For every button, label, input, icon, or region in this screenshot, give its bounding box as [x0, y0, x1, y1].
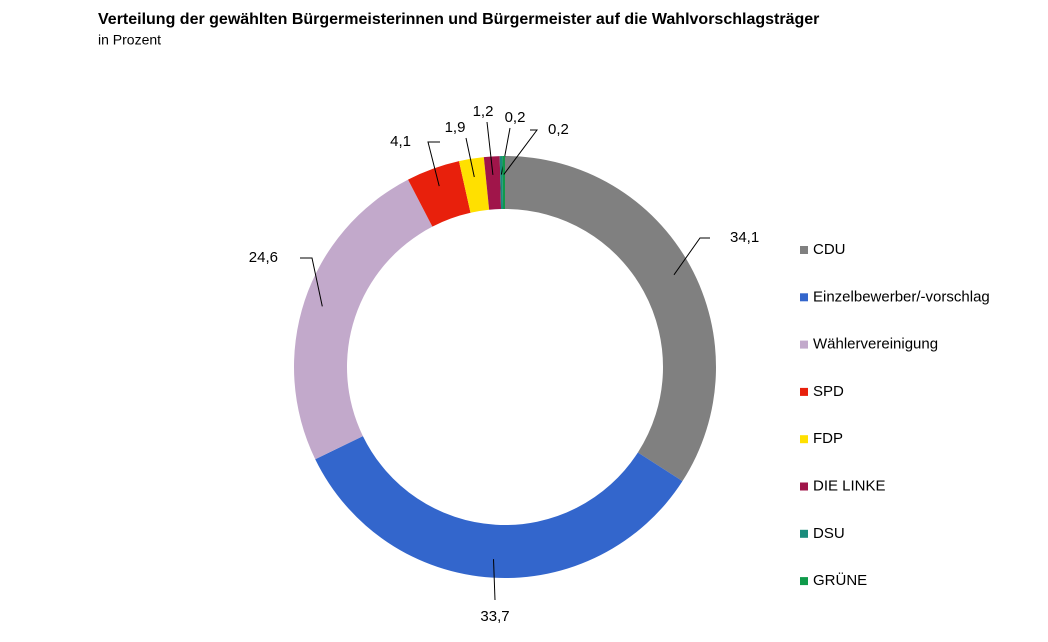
value-label: 4,1: [390, 133, 411, 150]
value-label: 0,2: [548, 121, 569, 138]
donut-segment: [408, 161, 471, 227]
legend-label: GRÜNE: [813, 571, 867, 589]
leader-line: [493, 559, 496, 601]
value-label: 34,1: [730, 229, 759, 246]
leader-line: [503, 129, 538, 175]
legend-swatch: [800, 387, 808, 396]
legend-swatch: [800, 435, 808, 444]
legend-label: Einzelbewerber/-vorschlag: [813, 288, 990, 305]
leader-line: [673, 237, 710, 276]
leader-line: [427, 141, 440, 187]
leader-line: [300, 257, 323, 307]
legend-label: FDP: [813, 430, 843, 447]
leader-line: [486, 121, 494, 175]
value-label: 0,2: [505, 109, 526, 126]
value-label: 1,9: [445, 119, 466, 136]
value-label: 33,7: [480, 608, 509, 625]
chart-subtitle: in Prozent: [98, 32, 161, 48]
legend-swatch: [800, 577, 808, 586]
legend-swatch: [800, 482, 808, 491]
value-label: 24,6: [249, 249, 278, 266]
legend-swatch: [800, 529, 808, 538]
legend-swatch: [800, 340, 808, 349]
legend-label: SPD: [813, 383, 844, 400]
donut-segment: [294, 179, 433, 460]
donut-segment: [502, 156, 505, 210]
value-label: 1,2: [473, 103, 494, 120]
donut-segment: [458, 157, 490, 213]
legend-label: CDU: [813, 241, 846, 258]
legend-label: DSU: [813, 525, 845, 542]
donut-segment: [483, 156, 502, 210]
leader-line: [465, 137, 475, 178]
donut-segment: [315, 436, 683, 578]
donut-segment: [505, 156, 717, 482]
legend-label: Wählervereinigung: [813, 336, 938, 353]
legend-swatch: [800, 293, 808, 302]
chart-title: Verteilung der gewählten Bürgermeisterin…: [98, 11, 819, 28]
legend-label: DIE LINKE: [813, 477, 886, 494]
legend-swatch: [800, 246, 808, 254]
